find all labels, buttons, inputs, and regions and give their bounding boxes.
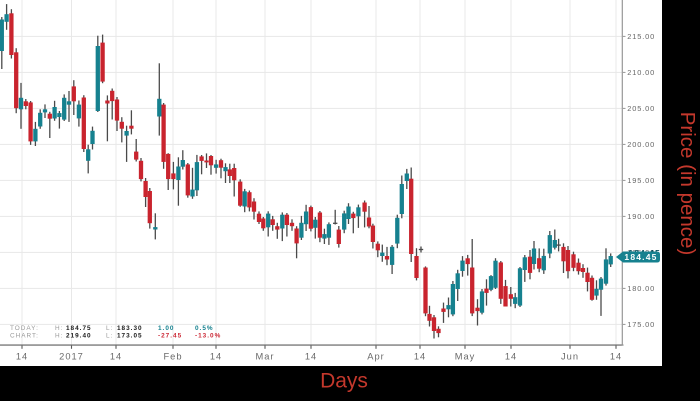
svg-text:190.00: 190.00 [627,212,655,221]
svg-text:Feb: Feb [163,352,182,362]
svg-text:-27.45: -27.45 [158,332,182,339]
svg-text:Price (in pence): Price (in pence) [676,112,699,256]
svg-text:184.45: 184.45 [624,252,657,262]
svg-text:200.00: 200.00 [627,140,655,149]
svg-text:175.00: 175.00 [627,320,655,329]
svg-text:Mar: Mar [255,352,274,362]
svg-text:14: 14 [305,352,317,362]
svg-text:14: 14 [414,352,426,362]
svg-text:Jun: Jun [561,352,579,362]
svg-text:14: 14 [610,352,622,362]
svg-text:195.00: 195.00 [627,176,655,185]
svg-text:1.00: 1.00 [158,325,174,332]
svg-text:0.5%: 0.5% [195,325,214,332]
svg-text:180.00: 180.00 [627,284,655,293]
svg-text:215.00: 215.00 [627,32,655,41]
svg-text:TODAY:: TODAY: [10,325,39,332]
svg-text:L:: L: [106,332,113,339]
svg-text:Days: Days [320,370,368,393]
svg-text:May: May [455,352,476,362]
svg-text:CHART:: CHART: [10,332,39,339]
svg-text:H:: H: [55,332,63,339]
svg-text:14: 14 [16,352,28,362]
svg-text:14: 14 [110,352,122,362]
svg-text:Apr: Apr [367,352,384,362]
svg-text:-13.0%: -13.0% [195,332,221,339]
svg-text:184.75: 184.75 [66,325,92,332]
svg-text:14: 14 [505,352,517,362]
svg-text:183.30: 183.30 [117,325,143,332]
svg-text:205.00: 205.00 [627,104,655,113]
svg-text:H:: H: [55,325,63,332]
svg-text:210.00: 210.00 [627,68,655,77]
svg-text:219.40: 219.40 [66,332,92,339]
svg-text:173.05: 173.05 [117,332,143,339]
svg-text:2017: 2017 [59,352,84,362]
svg-text:L:: L: [106,325,113,332]
svg-text:14: 14 [210,352,222,362]
